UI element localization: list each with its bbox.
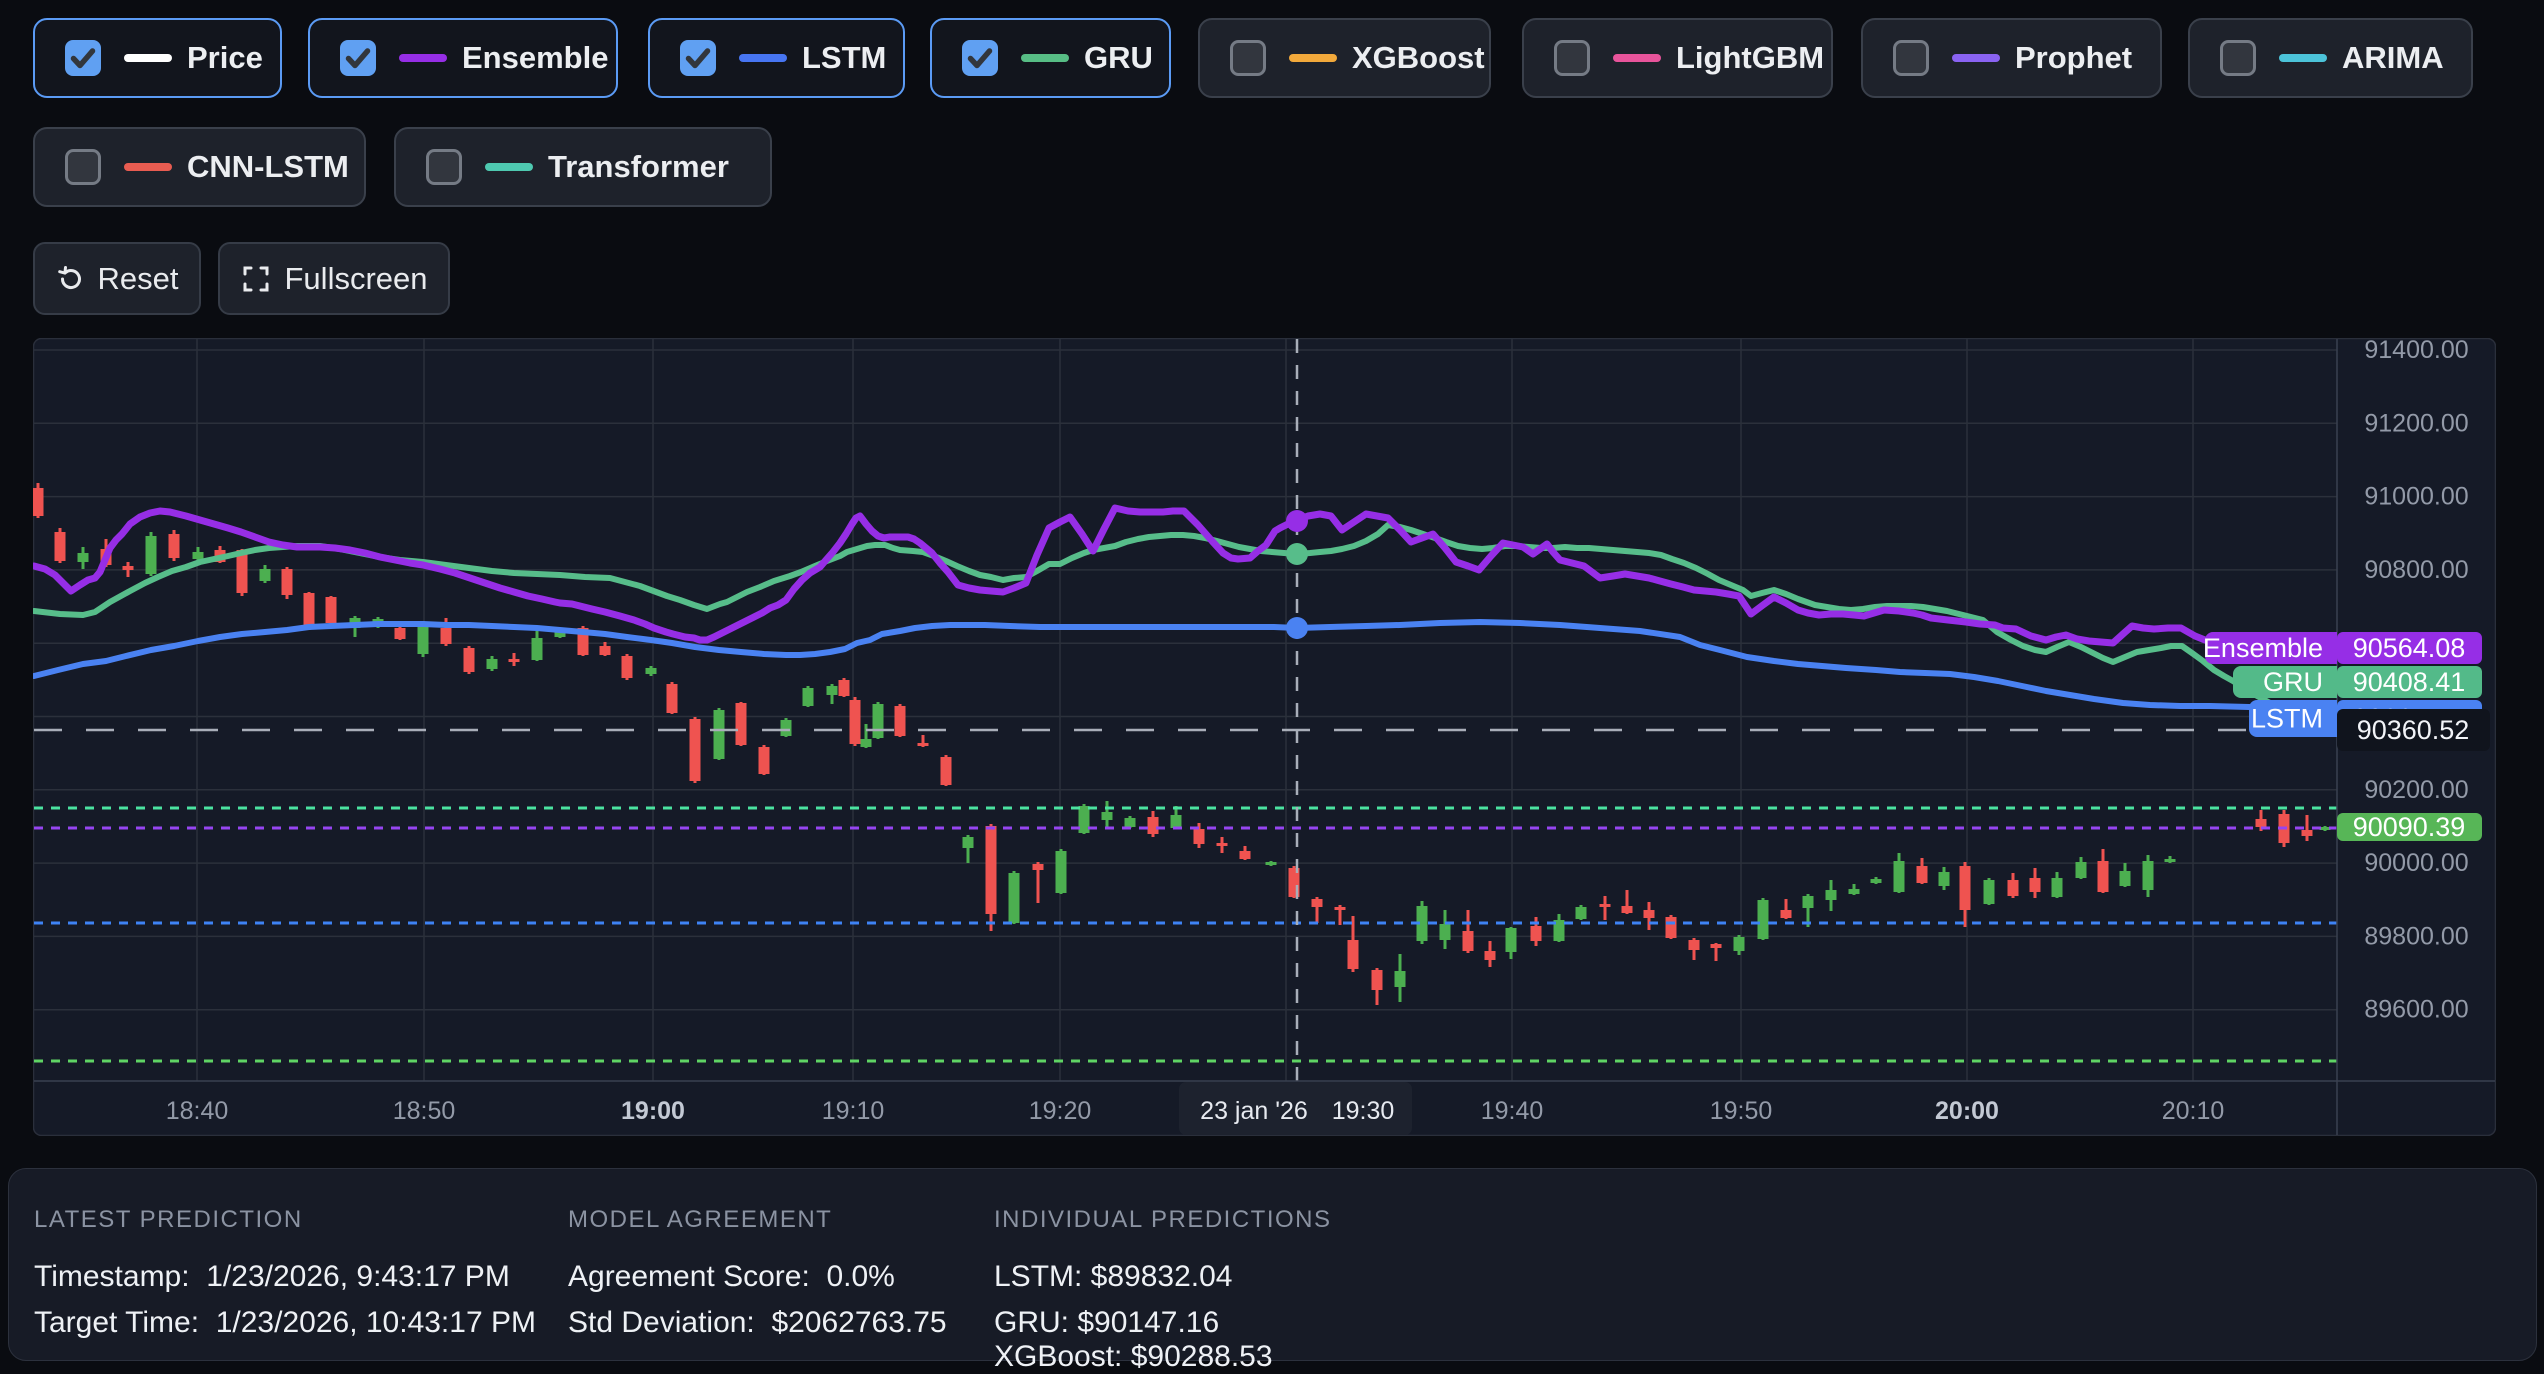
svg-text:91000.00: 91000.00: [2364, 483, 2468, 511]
svg-text:18:50: 18:50: [393, 1097, 456, 1125]
svg-text:Ensemble: Ensemble: [2203, 633, 2323, 663]
svg-text:20:10: 20:10: [2162, 1097, 2225, 1125]
svg-text:19:40: 19:40: [1481, 1097, 1544, 1125]
svg-text:19:00: 19:00: [621, 1097, 685, 1125]
svg-text:GRU: GRU: [2263, 667, 2323, 697]
svg-text:90090.39: 90090.39: [2353, 812, 2466, 842]
svg-text:LSTM: LSTM: [2251, 704, 2323, 734]
svg-text:90000.00: 90000.00: [2364, 849, 2468, 877]
svg-text:91200.00: 91200.00: [2364, 409, 2468, 437]
svg-text:19:30: 19:30: [1332, 1097, 1395, 1125]
svg-text:91400.00: 91400.00: [2364, 338, 2468, 364]
svg-text:19:10: 19:10: [822, 1097, 885, 1125]
svg-text:19:20: 19:20: [1029, 1097, 1092, 1125]
svg-text:90564.08: 90564.08: [2353, 633, 2466, 663]
svg-text:89600.00: 89600.00: [2364, 996, 2468, 1024]
svg-text:19:50: 19:50: [1710, 1097, 1773, 1125]
svg-text:90408.41: 90408.41: [2353, 667, 2466, 697]
svg-text:20:00: 20:00: [1935, 1097, 1999, 1125]
svg-text:89800.00: 89800.00: [2364, 922, 2468, 950]
svg-text:18:40: 18:40: [166, 1097, 229, 1125]
svg-text:90360.52: 90360.52: [2357, 715, 2470, 745]
svg-text:90200.00: 90200.00: [2364, 776, 2468, 804]
svg-text:90800.00: 90800.00: [2364, 556, 2468, 584]
svg-text:23 jan '26: 23 jan '26: [1200, 1097, 1308, 1125]
